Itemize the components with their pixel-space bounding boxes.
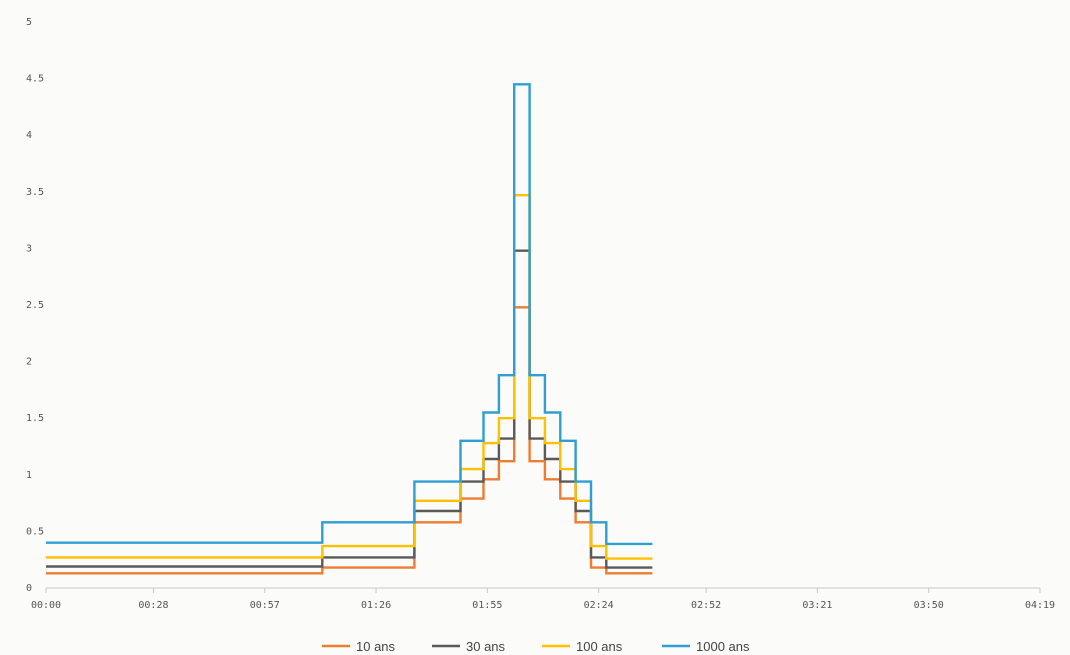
- series-line-10-ans: [46, 306, 653, 575]
- x-tick-label: 03:50: [914, 600, 944, 611]
- y-tick-label: 4: [26, 130, 32, 141]
- x-tick-label: 02:52: [691, 600, 721, 611]
- y-tick-label: 1.5: [26, 413, 44, 424]
- x-tick-label: 00:57: [250, 600, 280, 611]
- y-tick-label: 0: [26, 583, 32, 594]
- y-tick-label: 3.5: [26, 187, 44, 198]
- series-line-1000-ans: [46, 83, 653, 546]
- x-tick-label: 04:19: [1025, 600, 1055, 611]
- y-tick-label: 1: [26, 470, 32, 481]
- y-tick-label: 2: [26, 357, 32, 368]
- x-tick-label: 00:28: [138, 600, 168, 611]
- plot-area: [46, 83, 653, 575]
- y-tick-label: 0.5: [26, 526, 44, 537]
- x-tick-label: 00:00: [31, 600, 61, 611]
- y-tick-label: 4.5: [26, 74, 44, 85]
- x-tick-label: 03:21: [802, 600, 832, 611]
- y-tick-label: 3: [26, 243, 32, 254]
- series-line-30-ans: [46, 249, 653, 569]
- legend-label: 100 ans: [576, 639, 623, 654]
- y-axis: 0 0.5 1 1.5 2 2.5 3 3.5 4 4.5 5: [26, 17, 44, 594]
- legend: 10 ans 30 ans 100 ans 1000 ans: [322, 639, 750, 654]
- y-tick-label: 2.5: [26, 300, 44, 311]
- legend-label: 1000 ans: [696, 639, 750, 654]
- legend-label: 10 ans: [356, 639, 396, 654]
- x-tick-label: 01:55: [472, 600, 502, 611]
- y-tick-label: 5: [26, 17, 32, 28]
- series-line-100-ans: [46, 194, 653, 560]
- x-axis: 00:00 00:28 00:57 01:26 01:55 02:24 02:52 03:21…: [31, 587, 1055, 611]
- x-tick-label: 01:26: [361, 600, 391, 611]
- legend-label: 30 ans: [466, 639, 506, 654]
- x-tick-label: 02:24: [584, 600, 614, 611]
